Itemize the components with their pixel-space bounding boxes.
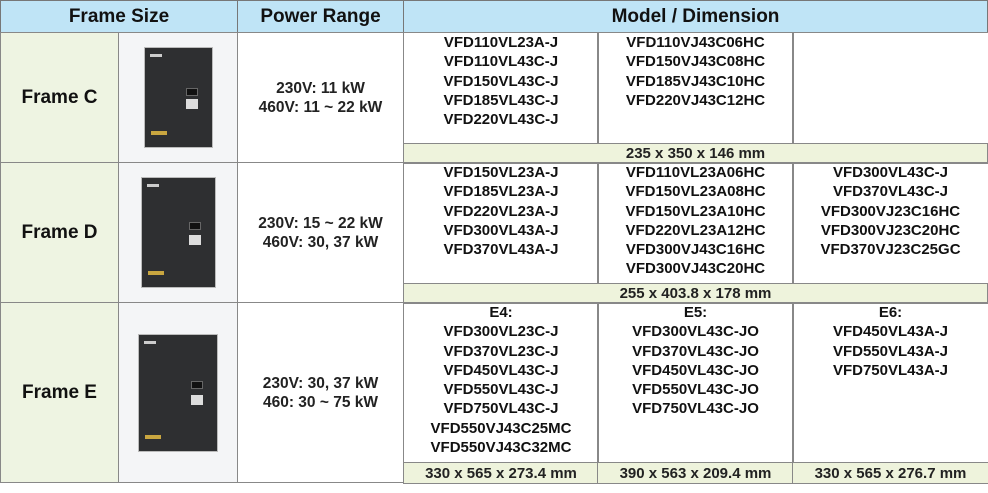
header-frame-size: Frame Size <box>0 0 238 33</box>
model-item: VFD150VJ43C08HC <box>625 53 766 71</box>
model-item: VFD150VL23A10HC <box>625 202 766 220</box>
model-item: VFD370VL43C-JO <box>632 342 759 360</box>
model-list <box>792 32 988 144</box>
model-item: VFD750VL43C-JO <box>632 400 759 418</box>
model-item: VFD300VJ43C16HC <box>625 241 766 259</box>
dimension: 390 x 563 x 209.4 mm <box>597 462 794 484</box>
dimension: 255 x 403.8 x 178 mm <box>403 283 988 304</box>
model-item: VFD370VJ23C25GC <box>820 241 961 259</box>
power-line: 230V: 11 kW <box>276 79 365 97</box>
model-item: VFD185VL43C-J <box>443 91 559 109</box>
model-item: VFD220VJ43C12HC <box>625 91 766 109</box>
power-range: 230V: 30, 37 kW 460: 30 ~ 75 kW <box>237 302 404 483</box>
label-icon <box>185 99 198 110</box>
model-item: VFD110VL43C-J <box>443 53 559 71</box>
power-range: 230V: 11 kW 460V: 11 ~ 22 kW <box>237 32 404 163</box>
power-line: 230V: 30, 37 kW <box>262 374 379 392</box>
drive-unit-photo <box>143 47 213 148</box>
model-item: E4: <box>489 304 513 321</box>
model-item: VFD300VL43C-JO <box>632 323 759 341</box>
model-item: VFD370VL43C-J <box>832 183 949 201</box>
model-item: VFD110VJ43C06HC <box>626 34 765 51</box>
model-item: VFD550VJ43C32MC <box>430 439 572 457</box>
model-list: E4: VFD300VL23C-J VFD370VL23C-J VFD450VL43C… <box>403 302 599 463</box>
model-item: VFD550VJ43C25MC <box>430 419 572 437</box>
keypad-icon <box>185 87 198 96</box>
power-range: 230V: 15 ~ 22 kW 460V: 30, 37 kW <box>237 162 404 303</box>
model-item: VFD300VJ23C20HC <box>820 221 961 239</box>
model-item: VFD300VL23C-J <box>443 323 559 341</box>
model-item: VFD550VL43C-JO <box>632 381 759 399</box>
model-item: VFD220VL23A12HC <box>625 221 766 239</box>
model-item: VFD110VL23A06HC <box>625 164 766 181</box>
header-model-dimension: Model / Dimension <box>403 0 988 33</box>
model-item: VFD450VL43C-J <box>443 361 559 379</box>
model-item: VFD550VL43A-J <box>832 342 949 360</box>
model-item: VFD750VL43C-J <box>443 400 559 418</box>
model-item: VFD450VL43A-J <box>832 323 949 341</box>
power-line: 460V: 11 ~ 22 kW <box>258 98 383 116</box>
model-item: VFD220VL43C-J <box>443 111 559 129</box>
model-item: VFD300VJ43C20HC <box>625 260 766 278</box>
power-line: 460V: 30, 37 kW <box>262 233 379 251</box>
model-item: VFD550VL43C-J <box>443 381 559 399</box>
header-power-range: Power Range <box>237 0 404 33</box>
frame-label: Frame D <box>0 162 119 303</box>
model-list: VFD150VL23A-J VFD185VL23A-J VFD220VL23A-J V… <box>403 162 599 284</box>
power-line: 460: 30 ~ 75 kW <box>262 393 379 411</box>
label-icon <box>188 234 201 245</box>
model-list: VFD110VL23A-J VFD110VL43C-J VFD150VL43C-J V… <box>403 32 599 144</box>
product-image-cell <box>118 32 238 163</box>
logo-icon <box>146 184 159 187</box>
warning-label-icon <box>150 131 167 135</box>
warning-label-icon <box>145 434 161 439</box>
model-item: VFD300VJ23C16HC <box>820 202 961 220</box>
model-item: VFD370VL43A-J <box>443 241 559 259</box>
model-item: VFD750VL43A-J <box>832 361 949 379</box>
keypad-icon <box>191 380 203 389</box>
product-image-cell <box>118 302 238 483</box>
keypad-icon <box>188 221 201 230</box>
model-item: VFD150VL23A-J <box>443 164 559 181</box>
model-list: E6: VFD450VL43A-J VFD550VL43A-J VFD750VL43A… <box>792 302 988 463</box>
drive-unit-photo <box>140 177 216 288</box>
model-item: VFD450VL43C-JO <box>632 361 759 379</box>
model-item: VFD300VL43A-J <box>443 221 559 239</box>
dimension: 235 x 350 x 146 mm <box>403 143 988 164</box>
model-list: VFD110VJ43C06HC VFD150VJ43C08HC VFD185VJ43… <box>597 32 794 144</box>
model-item: VFD150VL23A08HC <box>625 183 766 201</box>
model-item: E5: <box>683 304 708 321</box>
dimension: 330 x 565 x 276.7 mm <box>792 462 988 484</box>
frame-label: Frame E <box>0 302 119 483</box>
warning-label-icon <box>147 271 164 275</box>
model-item: VFD300VL43C-J <box>832 164 949 181</box>
drive-unit-photo <box>138 333 218 452</box>
model-list: VFD110VL23A06HC VFD150VL23A08HC VFD150VL23… <box>597 162 794 284</box>
model-item: E6: <box>878 304 903 321</box>
model-list: VFD300VL43C-J VFD370VL43C-J VFD300VJ23C16H… <box>792 162 988 284</box>
power-line: 230V: 15 ~ 22 kW <box>258 214 383 232</box>
frame-label: Frame C <box>0 32 119 163</box>
model-item: VFD220VL23A-J <box>443 202 559 220</box>
logo-icon <box>144 340 156 344</box>
model-item: VFD110VL23A-J <box>443 34 559 51</box>
logo-icon <box>149 54 162 57</box>
label-icon <box>191 394 203 405</box>
model-list: E5: VFD300VL43C-JO VFD370VL43C-JO VFD450VL4… <box>597 302 794 463</box>
model-item: VFD150VL43C-J <box>443 72 559 90</box>
dimension: 330 x 565 x 273.4 mm <box>403 462 599 484</box>
product-image-cell <box>118 162 238 303</box>
model-item: VFD185VJ43C10HC <box>625 72 766 90</box>
model-item: VFD370VL23C-J <box>443 342 559 360</box>
model-item: VFD185VL23A-J <box>443 183 559 201</box>
